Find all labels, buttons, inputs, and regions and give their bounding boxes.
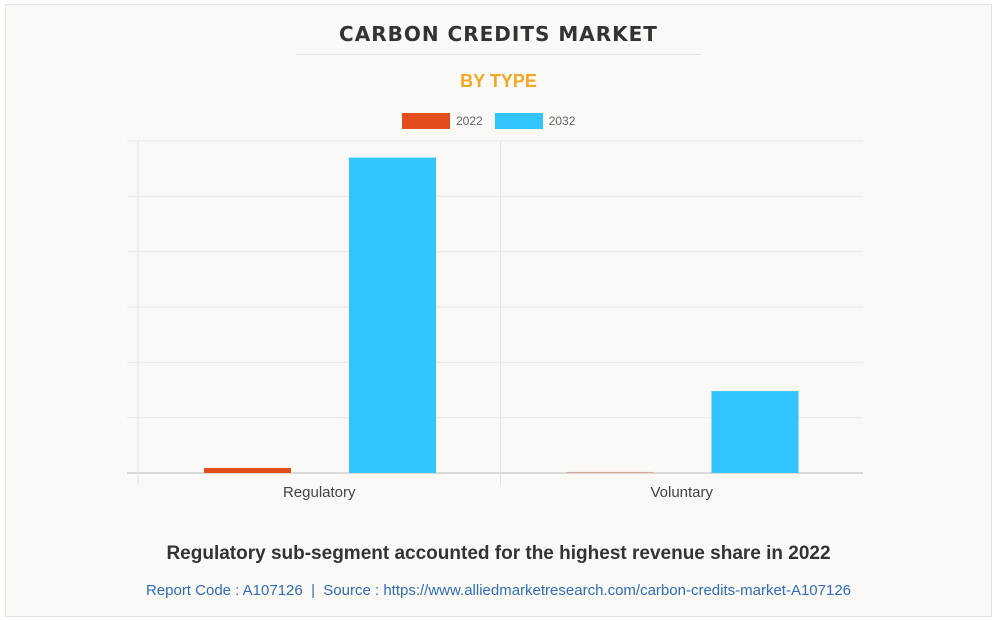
legend-label-2032[interactable]: 2032 [548, 114, 576, 128]
legend-label-2022[interactable]: 2022 [456, 114, 483, 128]
bar-voluntary-2032 [711, 391, 799, 473]
legend: 2022 2032 [402, 113, 587, 129]
bar-regulatory-2032 [349, 157, 436, 473]
x-tick-label: Regulatory [283, 484, 356, 501]
title-divider [296, 54, 701, 55]
legend-swatch-2032[interactable] [494, 113, 543, 129]
legend-swatch-2022[interactable] [402, 113, 450, 129]
source-link[interactable]: Report Code : A107126 | Source : https:/… [145, 582, 852, 599]
bar-regulatory-2022 [204, 468, 291, 473]
bar-voluntary-2022 [566, 471, 654, 473]
chart-headline: Regulatory sub-segment accounted for the… [166, 543, 831, 564]
x-tick-label: Voluntary [650, 484, 713, 501]
chart-card [5, 4, 992, 617]
chart-title: CARBON CREDITS MARKET [339, 22, 658, 46]
chart-subtitle: BY TYPE [460, 71, 537, 91]
